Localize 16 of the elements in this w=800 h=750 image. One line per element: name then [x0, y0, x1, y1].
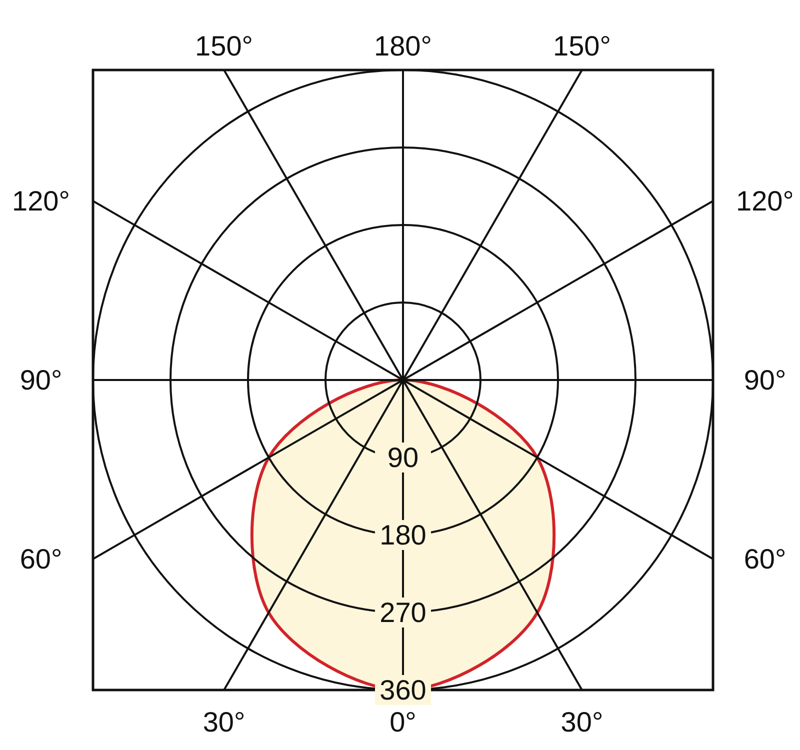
spoke-label: 150°	[195, 30, 253, 62]
spoke-label: 30°	[202, 706, 246, 738]
spoke-label: 30°	[560, 706, 604, 738]
spoke-label: 120°	[12, 186, 70, 217]
spoke-label: 0°	[390, 706, 416, 738]
y-tick-label: 360	[380, 674, 426, 706]
spoke-label: 60°	[20, 543, 62, 574]
spoke-label: 90°	[744, 364, 786, 396]
y-tick-label: 270	[380, 597, 426, 628]
y-tick-label: 180	[380, 520, 426, 550]
spoke-label: 180°	[374, 30, 432, 62]
spoke-label: 60°	[744, 543, 786, 574]
spoke-label: 150°	[553, 30, 611, 62]
spoke-label: 90°	[20, 364, 62, 396]
y-tick-label: 90	[387, 442, 419, 473]
spoke-label: 120°	[736, 186, 794, 217]
